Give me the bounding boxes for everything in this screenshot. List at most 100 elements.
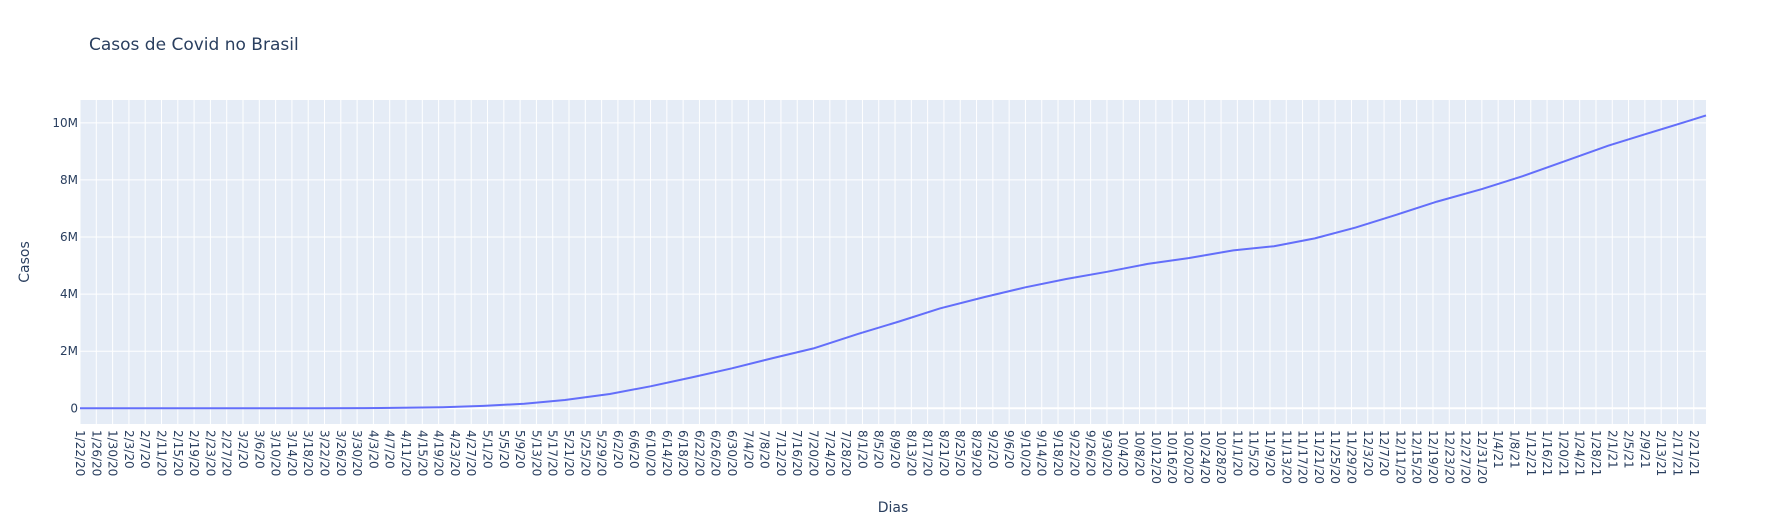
- x-axis-ticks: 1/22/20 1/26/20 1/30/20 2/3/20 2/7/20 2/11/20…: [73, 430, 1701, 484]
- x-tick-label: 11/13/20: [1279, 430, 1293, 484]
- x-tick-label: 12/23/20: [1442, 430, 1456, 484]
- x-tick-label: 12/15/20: [1410, 430, 1424, 484]
- y-tick-label: 6M: [60, 230, 78, 244]
- x-tick-label: 10/20/20: [1181, 430, 1195, 484]
- x-tick-label: 9/22/20: [1067, 430, 1081, 476]
- x-gridlines: [79, 100, 1695, 424]
- x-tick-label: 1/12/21: [1524, 430, 1538, 476]
- x-tick-label: 5/17/20: [546, 430, 560, 476]
- x-tick-label: 10/12/20: [1149, 430, 1163, 484]
- x-tick-label: 8/25/20: [953, 430, 967, 476]
- x-tick-label: 9/26/20: [1084, 430, 1098, 476]
- x-tick-label: 8/9/20: [888, 430, 902, 469]
- x-tick-label: 1/28/21: [1589, 430, 1603, 476]
- x-tick-label: 3/10/20: [269, 430, 283, 476]
- x-tick-label: 2/13/21: [1654, 430, 1668, 476]
- x-tick-label: 3/22/20: [318, 430, 332, 476]
- x-tick-label: 10/8/20: [1133, 430, 1147, 476]
- x-tick-label: 10/24/20: [1198, 430, 1212, 484]
- x-tick-label: 9/10/20: [1018, 430, 1032, 476]
- x-tick-label: 1/16/21: [1540, 430, 1554, 476]
- x-tick-label: 5/29/20: [595, 430, 609, 476]
- y-axis-title: Casos: [17, 241, 33, 283]
- y-axis-ticks: 0 2M 4M 6M 8M 10M: [52, 116, 78, 415]
- x-tick-label: 1/26/20: [89, 430, 103, 476]
- x-tick-label: 7/28/20: [839, 430, 853, 476]
- x-tick-label: 5/5/20: [497, 430, 511, 469]
- x-tick-label: 9/2/20: [986, 430, 1000, 469]
- y-tick-label: 10M: [52, 116, 78, 130]
- x-tick-label: 2/23/20: [203, 430, 217, 476]
- x-tick-label: 7/12/20: [774, 430, 788, 476]
- x-tick-label: 4/7/20: [383, 430, 397, 469]
- x-tick-label: 12/27/20: [1459, 430, 1473, 484]
- x-tick-label: 4/11/20: [399, 430, 413, 476]
- x-tick-label: 5/9/20: [513, 430, 527, 469]
- x-tick-label: 3/26/20: [334, 430, 348, 476]
- x-tick-label: 1/24/21: [1573, 430, 1587, 476]
- x-tick-label: 7/16/20: [790, 430, 804, 476]
- x-tick-label: 6/30/20: [725, 430, 739, 476]
- x-tick-label: 8/29/20: [970, 430, 984, 476]
- x-tick-label: 4/3/20: [366, 430, 380, 469]
- x-tick-label: 10/16/20: [1165, 430, 1179, 484]
- x-tick-label: 1/22/20: [73, 430, 87, 476]
- x-tick-label: 11/21/20: [1312, 430, 1326, 484]
- x-tick-label: 8/13/20: [904, 430, 918, 476]
- x-tick-label: 4/27/20: [464, 430, 478, 476]
- x-tick-label: 8/5/20: [872, 430, 886, 469]
- x-tick-label: 12/19/20: [1426, 430, 1440, 484]
- x-tick-label: 3/6/20: [252, 430, 266, 469]
- x-tick-label: 6/6/20: [627, 430, 641, 469]
- x-tick-label: 9/30/20: [1100, 430, 1114, 476]
- x-tick-label: 2/7/20: [138, 430, 152, 469]
- x-tick-label: 2/11/20: [155, 430, 169, 476]
- x-tick-label: 9/6/20: [1002, 430, 1016, 469]
- x-tick-label: 1/20/21: [1556, 430, 1570, 476]
- x-tick-label: 7/8/20: [758, 430, 772, 469]
- x-tick-label: 10/28/20: [1214, 430, 1228, 484]
- x-tick-label: 6/2/20: [611, 430, 625, 469]
- x-tick-label: 2/27/20: [220, 430, 234, 476]
- x-tick-label: 2/5/21: [1622, 430, 1636, 469]
- x-tick-label: 12/7/20: [1377, 430, 1391, 476]
- x-tick-label: 12/31/20: [1475, 430, 1489, 484]
- x-tick-label: 4/19/20: [432, 430, 446, 476]
- x-tick-label: 5/21/20: [562, 430, 576, 476]
- x-tick-label: 2/3/20: [122, 430, 136, 469]
- x-tick-label: 10/4/20: [1116, 430, 1130, 476]
- x-tick-label: 5/25/20: [578, 430, 592, 476]
- x-tick-label: 6/18/20: [676, 430, 690, 476]
- x-tick-label: 11/1/20: [1230, 430, 1244, 476]
- x-tick-label: 1/4/21: [1491, 430, 1505, 469]
- x-tick-label: 7/20/20: [807, 430, 821, 476]
- x-tick-label: 8/17/20: [921, 430, 935, 476]
- x-tick-label: 11/9/20: [1263, 430, 1277, 476]
- x-tick-label: 5/13/20: [529, 430, 543, 476]
- x-tick-label: 11/25/20: [1328, 430, 1342, 484]
- x-tick-label: 2/9/21: [1638, 430, 1652, 469]
- x-tick-label: 3/18/20: [301, 430, 315, 476]
- x-tick-label: 7/4/20: [741, 430, 755, 469]
- x-tick-label: 11/17/20: [1296, 430, 1310, 484]
- x-tick-label: 1/30/20: [106, 430, 120, 476]
- x-tick-label: 8/1/20: [855, 430, 869, 469]
- chart-title: Casos de Covid no Brasil: [89, 35, 299, 55]
- x-tick-label: 3/14/20: [285, 430, 299, 476]
- x-tick-label: 6/10/20: [644, 430, 658, 476]
- x-tick-label: 2/19/20: [187, 430, 201, 476]
- plot-area: [80, 100, 1706, 424]
- y-tick-label: 2M: [60, 344, 78, 358]
- x-tick-label: 6/22/20: [692, 430, 706, 476]
- x-tick-label: 12/3/20: [1361, 430, 1375, 476]
- y-tick-label: 0: [70, 401, 78, 415]
- x-tick-label: 6/26/20: [709, 430, 723, 476]
- x-tick-label: 6/14/20: [660, 430, 674, 476]
- x-tick-label: 9/14/20: [1035, 430, 1049, 476]
- x-tick-label: 3/30/20: [350, 430, 364, 476]
- series-line-casos: [80, 114, 1707, 410]
- x-tick-label: 12/11/20: [1393, 430, 1407, 484]
- x-tick-label: 3/2/20: [236, 430, 250, 469]
- x-tick-label: 9/18/20: [1051, 430, 1065, 476]
